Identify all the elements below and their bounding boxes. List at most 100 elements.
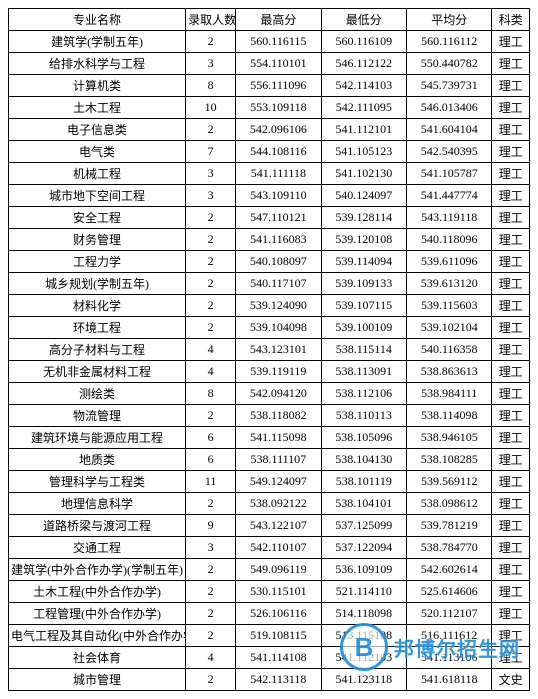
table-cell: 538.101119	[321, 471, 406, 493]
table-cell: 地质类	[9, 449, 186, 471]
table-cell: 543.123101	[236, 339, 321, 361]
table-row: 地理信息科学2538.092122538.104101538.098612理工	[9, 493, 530, 515]
table-cell: 理工	[492, 229, 530, 251]
table-row: 电气工程及其自动化(中外合作办学)2519.108115513.11510851…	[9, 625, 530, 647]
col-count: 录取人数	[186, 9, 236, 31]
table-cell: 541.604104	[407, 119, 492, 141]
table-cell: 541.112101	[321, 119, 406, 141]
table-cell: 542.114103	[321, 75, 406, 97]
table-cell: 541.105123	[321, 141, 406, 163]
table-cell: 财务管理	[9, 229, 186, 251]
table-cell: 理工	[492, 603, 530, 625]
table-cell: 理工	[492, 625, 530, 647]
table-cell: 4	[186, 339, 236, 361]
table-cell: 541.113106	[407, 647, 492, 669]
table-cell: 544.108116	[236, 141, 321, 163]
table-cell: 理工	[492, 97, 530, 119]
table-cell: 地理信息科学	[9, 493, 186, 515]
table-cell: 539.107115	[321, 295, 406, 317]
table-cell: 542.111095	[321, 97, 406, 119]
table-cell: 3	[186, 537, 236, 559]
table-cell: 理工	[492, 647, 530, 669]
table-cell: 542.110107	[236, 537, 321, 559]
table-row: 测绘类8542.094120538.112106538.984111理工	[9, 383, 530, 405]
table-cell: 541.618118	[407, 669, 492, 691]
table-cell: 540.118096	[407, 229, 492, 251]
table-cell: 材料化学	[9, 295, 186, 317]
table-row: 土木工程10553.109118542.111095546.013406理工	[9, 97, 530, 119]
col-cat: 科类	[492, 9, 530, 31]
table-row: 建筑学(中外合作办学)(学制五年)2549.096119536.10910954…	[9, 559, 530, 581]
table-cell: 539.120108	[321, 229, 406, 251]
table-cell: 540.124097	[321, 185, 406, 207]
table-cell: 540.108097	[236, 251, 321, 273]
table-cell: 538.114098	[407, 405, 492, 427]
table-cell: 537.125099	[321, 515, 406, 537]
table-header-row: 专业名称 录取人数 最高分 最低分 平均分 科类	[9, 9, 530, 31]
table-cell: 理工	[492, 185, 530, 207]
table-cell: 543.119118	[407, 207, 492, 229]
table-cell: 交通工程	[9, 537, 186, 559]
table-body: 建筑学(学制五年)2560.116115560.116109560.116112…	[9, 31, 530, 691]
table-cell: 电气类	[9, 141, 186, 163]
table-cell: 546.112122	[321, 53, 406, 75]
table-cell: 542.540395	[407, 141, 492, 163]
table-cell: 无机非金属材料工程	[9, 361, 186, 383]
table-cell: 537.122094	[321, 537, 406, 559]
table-row: 材料化学2539.124090539.107115539.115603理工	[9, 295, 530, 317]
admissions-table: 专业名称 录取人数 最高分 最低分 平均分 科类 建筑学(学制五年) 2 560.1…	[8, 8, 530, 691]
table-cell: 538.113091	[321, 361, 406, 383]
table-cell: 543.122107	[236, 515, 321, 537]
table-cell: 560.116115	[236, 31, 321, 53]
table-cell: 538.111107	[236, 449, 321, 471]
table-cell: 建筑学(学制五年)	[9, 31, 186, 53]
table-cell: 560.116112	[407, 31, 492, 53]
table-cell: 541.102130	[321, 163, 406, 185]
table-cell: 理工	[492, 141, 530, 163]
table-cell: 理工	[492, 273, 530, 295]
table-cell: 538.110113	[321, 405, 406, 427]
table-row: 道路桥梁与渡河工程9543.122107537.125099539.781219…	[9, 515, 530, 537]
table-cell: 539.613120	[407, 273, 492, 295]
table-cell: 2	[186, 295, 236, 317]
table-cell: 513.115108	[321, 625, 406, 647]
table-cell: 测绘类	[9, 383, 186, 405]
table-cell: 工程管理(中外合作办学)	[9, 603, 186, 625]
table-cell: 539.115603	[407, 295, 492, 317]
table-cell: 文史	[492, 669, 530, 691]
table-cell: 2	[186, 669, 236, 691]
table-row: 环境工程2539.104098539.100109539.102104理工	[9, 317, 530, 339]
table-cell: 给排水科学与工程	[9, 53, 186, 75]
table-cell: 2	[186, 207, 236, 229]
table-cell: 539.109133	[321, 273, 406, 295]
table-cell: 538.092122	[236, 493, 321, 515]
table-cell: 理工	[492, 119, 530, 141]
table-cell: 542.094120	[236, 383, 321, 405]
table-row: 安全工程2547.110121539.128114543.119118理工	[9, 207, 530, 229]
table-cell: 2	[186, 625, 236, 647]
table-cell: 539.611096	[407, 251, 492, 273]
table-row: 工程管理(中外合作办学)2526.106116514.118098520.112…	[9, 603, 530, 625]
table-row: 城乡规划(学制五年)2540.117107539.109133539.61312…	[9, 273, 530, 295]
table-cell: 556.111096	[236, 75, 321, 97]
table-cell: 计算机类	[9, 75, 186, 97]
table-cell: 电子信息类	[9, 119, 186, 141]
table-cell: 541.123118	[321, 669, 406, 691]
table-cell: 管理科学与工程类	[9, 471, 186, 493]
table-row: 地质类6538.111107538.104130538.108285理工	[9, 449, 530, 471]
table-cell: 理工	[492, 251, 530, 273]
table-cell: 530.115101	[236, 581, 321, 603]
table-cell: 2	[186, 603, 236, 625]
table-row: 工程力学2540.108097539.114094539.611096理工	[9, 251, 530, 273]
table-row: 社会体育4541.114108541.112103541.113106理工	[9, 647, 530, 669]
table-cell: 理工	[492, 493, 530, 515]
table-cell: 道路桥梁与渡河工程	[9, 515, 186, 537]
table-cell: 539.100109	[321, 317, 406, 339]
table-cell: 11	[186, 471, 236, 493]
table-cell: 541.112103	[321, 647, 406, 669]
table-cell: 539.569112	[407, 471, 492, 493]
table-cell: 538.118082	[236, 405, 321, 427]
table-cell: 4	[186, 647, 236, 669]
table-cell: 安全工程	[9, 207, 186, 229]
table-cell: 理工	[492, 207, 530, 229]
